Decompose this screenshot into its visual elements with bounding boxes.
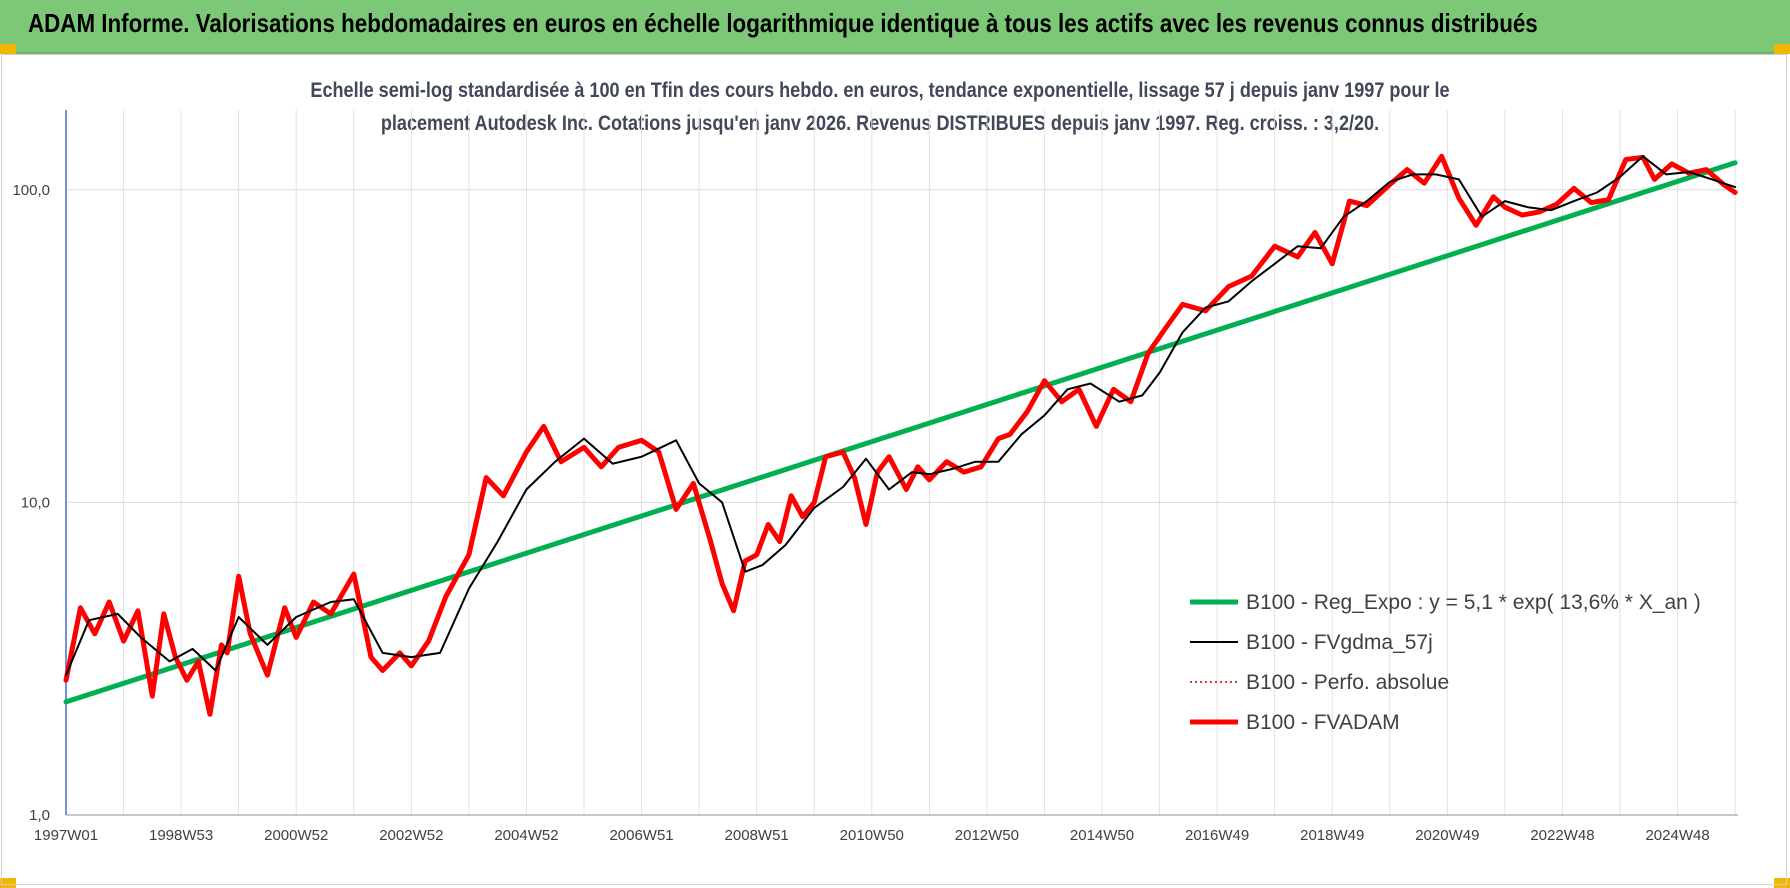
x-tick-label: 2004W52 — [494, 827, 558, 844]
x-tick-label: 2010W50 — [840, 827, 904, 844]
legend: B100 - Reg_Expo : y = 5,1 * exp( 13,6% *… — [1190, 591, 1701, 734]
corner-mark-top-right — [1774, 44, 1790, 54]
series-line-1 — [65, 155, 1737, 677]
axes: 1,0 10,0 100,0 1997W01 1998W53 2000W52 2002W52… — [12, 110, 1738, 844]
y-tick-label: 10,0 — [21, 494, 50, 511]
y-tick-label: 1,0 — [29, 807, 50, 824]
chart-frame — [1, 54, 1787, 885]
legend-label: B100 - FVgdma_57j — [1246, 631, 1433, 654]
x-tick-label: 2024W48 — [1645, 827, 1709, 844]
x-tick-label: 2018W49 — [1300, 827, 1364, 844]
series-lines — [63, 153, 1738, 717]
x-tick-label: 2014W50 — [1070, 827, 1134, 844]
gridlines — [65, 110, 1738, 816]
corner-mark-top-left — [0, 44, 16, 54]
x-tick-label: 2000W52 — [264, 827, 328, 844]
series-line-0 — [63, 160, 1738, 705]
x-tick-label: 2020W49 — [1415, 827, 1479, 844]
x-tick-label: 2008W51 — [725, 827, 789, 844]
x-tick-label: 2012W50 — [955, 827, 1019, 844]
series-line-3 — [63, 153, 1738, 717]
x-tick-label: 2022W48 — [1530, 827, 1594, 844]
chart-title-line-1: Echelle semi-log standardisée à 100 en T… — [310, 79, 1450, 102]
legend-label: B100 - Perfo. absolue — [1246, 671, 1449, 694]
x-tick-label: 2016W49 — [1185, 827, 1249, 844]
x-tick-label: 1998W53 — [149, 827, 213, 844]
corner-mark-bottom-right — [1774, 878, 1790, 888]
legend-label: B100 - FVADAM — [1246, 711, 1400, 734]
corner-mark-bottom-left — [0, 878, 16, 888]
header-banner: ADAM Informe. Valorisations hebdomadaire… — [0, 0, 1790, 54]
legend-label: B100 - Reg_Expo : y = 5,1 * exp( 13,6% *… — [1246, 591, 1701, 614]
x-tick-label: 2006W51 — [609, 827, 673, 844]
chart-title: Echelle semi-log standardisée à 100 en T… — [278, 74, 1482, 140]
chart-title-line-2: placement Autodesk Inc. Cotations jusqu'… — [380, 112, 1380, 135]
banner-title: ADAM Informe. Valorisations hebdomadaire… — [28, 8, 1538, 38]
y-tick-label: 100,0 — [12, 182, 50, 199]
x-tick-label: 1997W01 — [34, 827, 98, 844]
x-tick-label: 2002W52 — [379, 827, 443, 844]
